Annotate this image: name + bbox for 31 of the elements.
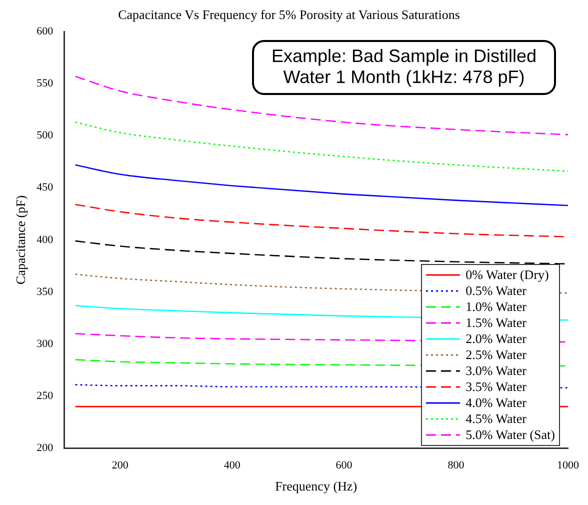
legend-label: 1.5% Water xyxy=(466,315,526,332)
legend-label: 3.5% Water xyxy=(466,379,526,396)
chart-title: Capacitance Vs Frequency for 5% Porosity at Various Saturations xyxy=(118,7,460,22)
y-tick-label: 350 xyxy=(36,286,54,298)
y-tick-label: 400 xyxy=(36,234,54,246)
legend-label: 2.5% Water xyxy=(466,347,526,364)
annotation: Example: Bad Sample in Distilled Water 1 Month (1kHz: 478 pF) xyxy=(270,46,538,89)
legend-label: 1.0% Water xyxy=(466,299,526,316)
legend-label: 4.0% Water xyxy=(466,395,526,412)
x-axis-title: Frequency (Hz) xyxy=(275,478,358,494)
x-tick-label: 1000 xyxy=(557,460,580,472)
y-tick-label: 600 xyxy=(36,25,54,38)
legend-label: 0% Water (Dry) xyxy=(466,267,549,284)
line-series xyxy=(74,164,568,206)
line-series xyxy=(74,122,568,172)
legend-label: 3.0% Water xyxy=(466,363,526,380)
y-tick-label: 550 xyxy=(36,78,54,90)
legend-label: 0.5% Water xyxy=(466,283,526,300)
x-tick-label: 600 xyxy=(336,460,353,472)
legend-label: 4.5% Water xyxy=(466,411,526,428)
x-tick-label: 400 xyxy=(224,460,241,472)
y-tick-label: 300 xyxy=(36,338,54,350)
y-tick-label: 450 xyxy=(36,182,54,194)
y-tick-label: 250 xyxy=(36,390,54,402)
legend-label: 5.0% Water (Sat) xyxy=(466,427,555,444)
x-tick-label: 200 xyxy=(112,460,129,472)
legend-label: 2.0% Water xyxy=(466,331,526,348)
y-axis-title: Capacitance (pF) xyxy=(13,195,28,284)
y-tick-label: 500 xyxy=(36,130,54,142)
y-tick-label: 200 xyxy=(36,442,54,454)
x-tick-label: 800 xyxy=(448,460,465,472)
